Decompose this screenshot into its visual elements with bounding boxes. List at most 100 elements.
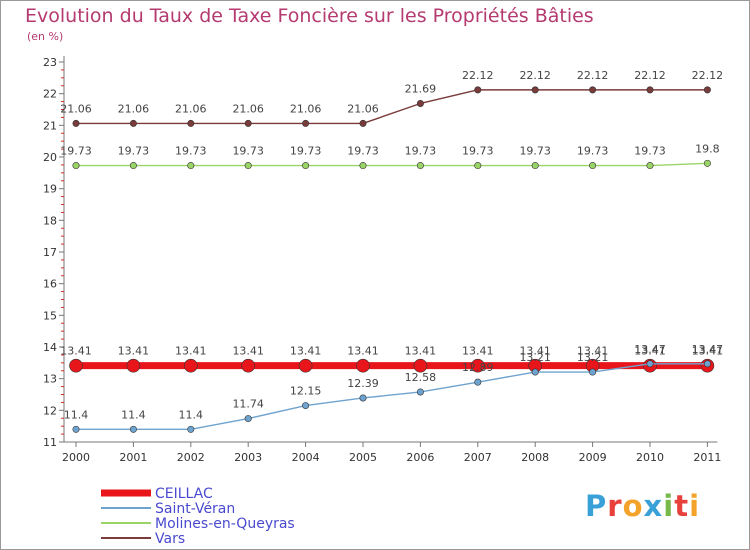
data-label: 22.12 xyxy=(577,69,609,82)
y-tick-label: 13 xyxy=(43,373,57,386)
series-line xyxy=(76,363,708,431)
data-point xyxy=(72,425,80,433)
data-point xyxy=(241,358,255,373)
data-point xyxy=(703,86,711,94)
x-tick-label: 2006 xyxy=(406,451,434,464)
data-point xyxy=(129,119,137,127)
data-point xyxy=(302,162,310,170)
data-point xyxy=(703,360,711,368)
series-saint-v-ran xyxy=(72,360,711,433)
data-point xyxy=(589,86,597,94)
data-label: 11.74 xyxy=(232,398,264,411)
y-tick-label: 15 xyxy=(43,309,57,322)
data-label: 11.4 xyxy=(64,408,89,421)
legend-item: Molines-en-Queyras xyxy=(101,516,295,532)
series-molines-en-queyras xyxy=(72,159,711,170)
data-label: 22.12 xyxy=(634,69,666,82)
data-label: 21.06 xyxy=(175,102,207,115)
data-label: 19.73 xyxy=(118,145,150,158)
y-tick-label: 23 xyxy=(43,56,57,69)
proxiti-logo: Proxiti xyxy=(585,489,700,523)
data-point xyxy=(359,394,367,402)
data-label: 13.41 xyxy=(232,345,264,358)
data-label: 19.8 xyxy=(695,142,720,155)
legend-label: CEILLAC xyxy=(155,486,213,502)
data-point xyxy=(703,159,711,167)
data-label: 21.06 xyxy=(347,102,379,115)
data-label: 19.73 xyxy=(462,145,494,158)
data-label: 13.41 xyxy=(692,345,724,358)
data-label: 12.39 xyxy=(347,377,379,390)
data-point xyxy=(187,119,195,127)
x-tick-label: 2011 xyxy=(693,451,721,464)
y-tick-label: 21 xyxy=(43,119,57,132)
series-vars xyxy=(72,86,711,127)
logo-letter: t xyxy=(674,489,690,523)
data-label: 19.73 xyxy=(519,145,551,158)
data-label: 12.89 xyxy=(462,361,494,374)
data-point xyxy=(302,402,310,410)
data-point xyxy=(413,358,428,373)
data-point xyxy=(359,162,367,170)
legend-label: Vars xyxy=(155,531,185,547)
data-point xyxy=(531,162,539,170)
data-label: 13.41 xyxy=(290,345,322,358)
data-point xyxy=(244,119,252,127)
series-ceillac xyxy=(69,358,715,373)
x-tick-label: 2009 xyxy=(579,451,607,464)
data-label: 13.41 xyxy=(405,345,437,358)
data-label: 19.73 xyxy=(175,145,207,158)
chart-title: Evolution du Taux de Taxe Foncière sur l… xyxy=(25,5,594,27)
logo-letter: i xyxy=(689,489,701,523)
data-point xyxy=(129,425,137,433)
data-point xyxy=(69,358,83,373)
legend-item: Vars xyxy=(101,531,185,547)
y-tick-label: 19 xyxy=(43,183,57,196)
y-tick-label: 16 xyxy=(43,278,57,291)
y-tick-label: 20 xyxy=(43,151,57,164)
x-tick-label: 2008 xyxy=(521,451,549,464)
data-label: 13.47 xyxy=(692,343,724,356)
data-point xyxy=(646,86,654,94)
data-point xyxy=(244,415,252,423)
data-label: 13.21 xyxy=(519,351,551,364)
data-label: 21.69 xyxy=(405,82,437,95)
data-label: 13.41 xyxy=(577,345,609,358)
data-point xyxy=(302,119,310,127)
series-line xyxy=(76,89,708,125)
data-point xyxy=(356,358,370,373)
x-tick-label: 2007 xyxy=(464,451,492,464)
y-tick-label: 14 xyxy=(43,341,57,354)
data-label: 21.06 xyxy=(118,102,150,115)
data-label: 19.73 xyxy=(290,145,322,158)
data-point xyxy=(416,388,424,396)
data-point xyxy=(187,425,195,433)
data-label: 13.41 xyxy=(347,345,379,358)
y-tick-label: 12 xyxy=(43,404,57,417)
x-tick-label: 2001 xyxy=(119,451,147,464)
y-tick-label: 17 xyxy=(43,246,57,259)
data-point xyxy=(416,99,424,107)
data-point xyxy=(474,378,482,386)
data-point xyxy=(72,119,80,127)
x-tick-label: 2005 xyxy=(349,451,377,464)
x-tick-label: 2000 xyxy=(62,451,90,464)
data-label: 11.4 xyxy=(121,408,146,421)
data-point xyxy=(474,86,482,94)
x-tick-label: 2003 xyxy=(234,451,262,464)
data-label: 19.73 xyxy=(577,145,609,158)
y-tick-label: 22 xyxy=(43,88,57,101)
data-label: 12.58 xyxy=(405,371,437,384)
data-point xyxy=(72,162,80,170)
data-point xyxy=(589,368,597,376)
logo-letter: r xyxy=(607,489,623,523)
data-point xyxy=(646,162,654,170)
data-label: 13.41 xyxy=(462,345,494,358)
data-label: 13.41 xyxy=(118,345,150,358)
data-label: 13.47 xyxy=(634,343,666,356)
legend-item: CEILLAC xyxy=(101,486,213,502)
data-label: 12.15 xyxy=(290,385,322,398)
legend-label: Molines-en-Queyras xyxy=(155,516,295,532)
